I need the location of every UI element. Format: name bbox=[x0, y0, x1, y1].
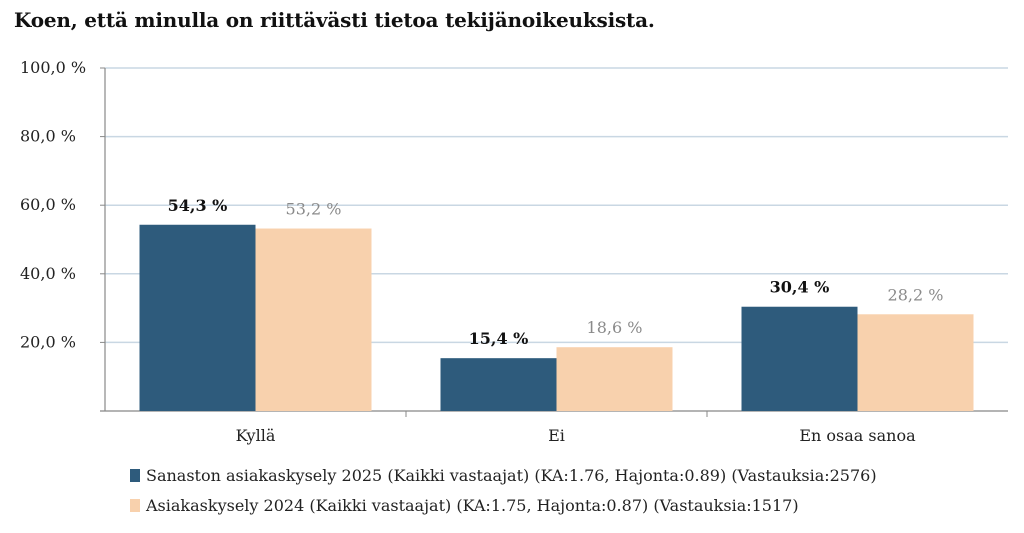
data-label: 18,6 % bbox=[587, 318, 643, 337]
data-label: 28,2 % bbox=[888, 285, 944, 304]
y-tick-label: 100,0 % bbox=[20, 58, 86, 77]
data-label: 54,3 % bbox=[168, 196, 228, 215]
bar bbox=[255, 228, 372, 411]
chart-title: Koen, että minulla on riittävästi tietoa… bbox=[14, 8, 655, 32]
bar-chart: 20,0 % 40,0 % 60,0 % 80,0 % 100,0 % Kyllä Ei E… bbox=[20, 58, 1008, 445]
bar bbox=[556, 347, 673, 411]
x-tick-label: En osaa sanoa bbox=[799, 426, 916, 445]
bar bbox=[741, 306, 858, 411]
x-tick-label: Kyllä bbox=[236, 426, 276, 445]
bars bbox=[139, 224, 974, 411]
legend-label-2024: Asiakaskysely 2024 (Kaikki vastaajat) (K… bbox=[146, 495, 799, 515]
y-tick-label: 40,0 % bbox=[20, 264, 76, 283]
data-label: 15,4 % bbox=[469, 329, 529, 348]
x-axis: Kyllä Ei En osaa sanoa bbox=[100, 410, 1008, 445]
bar bbox=[857, 314, 974, 411]
legend-item-2025: Sanaston asiakaskysely 2025 (Kaikki vast… bbox=[130, 460, 877, 490]
legend-swatch-2024 bbox=[130, 498, 140, 512]
y-tick-label: 60,0 % bbox=[20, 195, 76, 214]
bar bbox=[139, 224, 256, 411]
legend: Sanaston asiakaskysely 2025 (Kaikki vast… bbox=[130, 460, 877, 520]
data-labels: 54,3 % 53,2 % 15,4 % 18,6 % 30,4 % 28,2 % bbox=[168, 196, 944, 348]
x-tick-label: Ei bbox=[548, 426, 565, 445]
legend-label-2025: Sanaston asiakaskysely 2025 (Kaikki vast… bbox=[146, 465, 877, 485]
y-tick-label: 20,0 % bbox=[20, 332, 76, 351]
legend-swatch-2025 bbox=[130, 468, 140, 482]
y-tick-label: 80,0 % bbox=[20, 127, 76, 146]
data-label: 30,4 % bbox=[770, 278, 830, 297]
data-label: 53,2 % bbox=[286, 200, 342, 219]
y-axis: 20,0 % 40,0 % 60,0 % 80,0 % 100,0 % bbox=[20, 58, 106, 411]
bar bbox=[440, 358, 557, 411]
legend-item-2024: Asiakaskysely 2024 (Kaikki vastaajat) (K… bbox=[130, 490, 877, 520]
